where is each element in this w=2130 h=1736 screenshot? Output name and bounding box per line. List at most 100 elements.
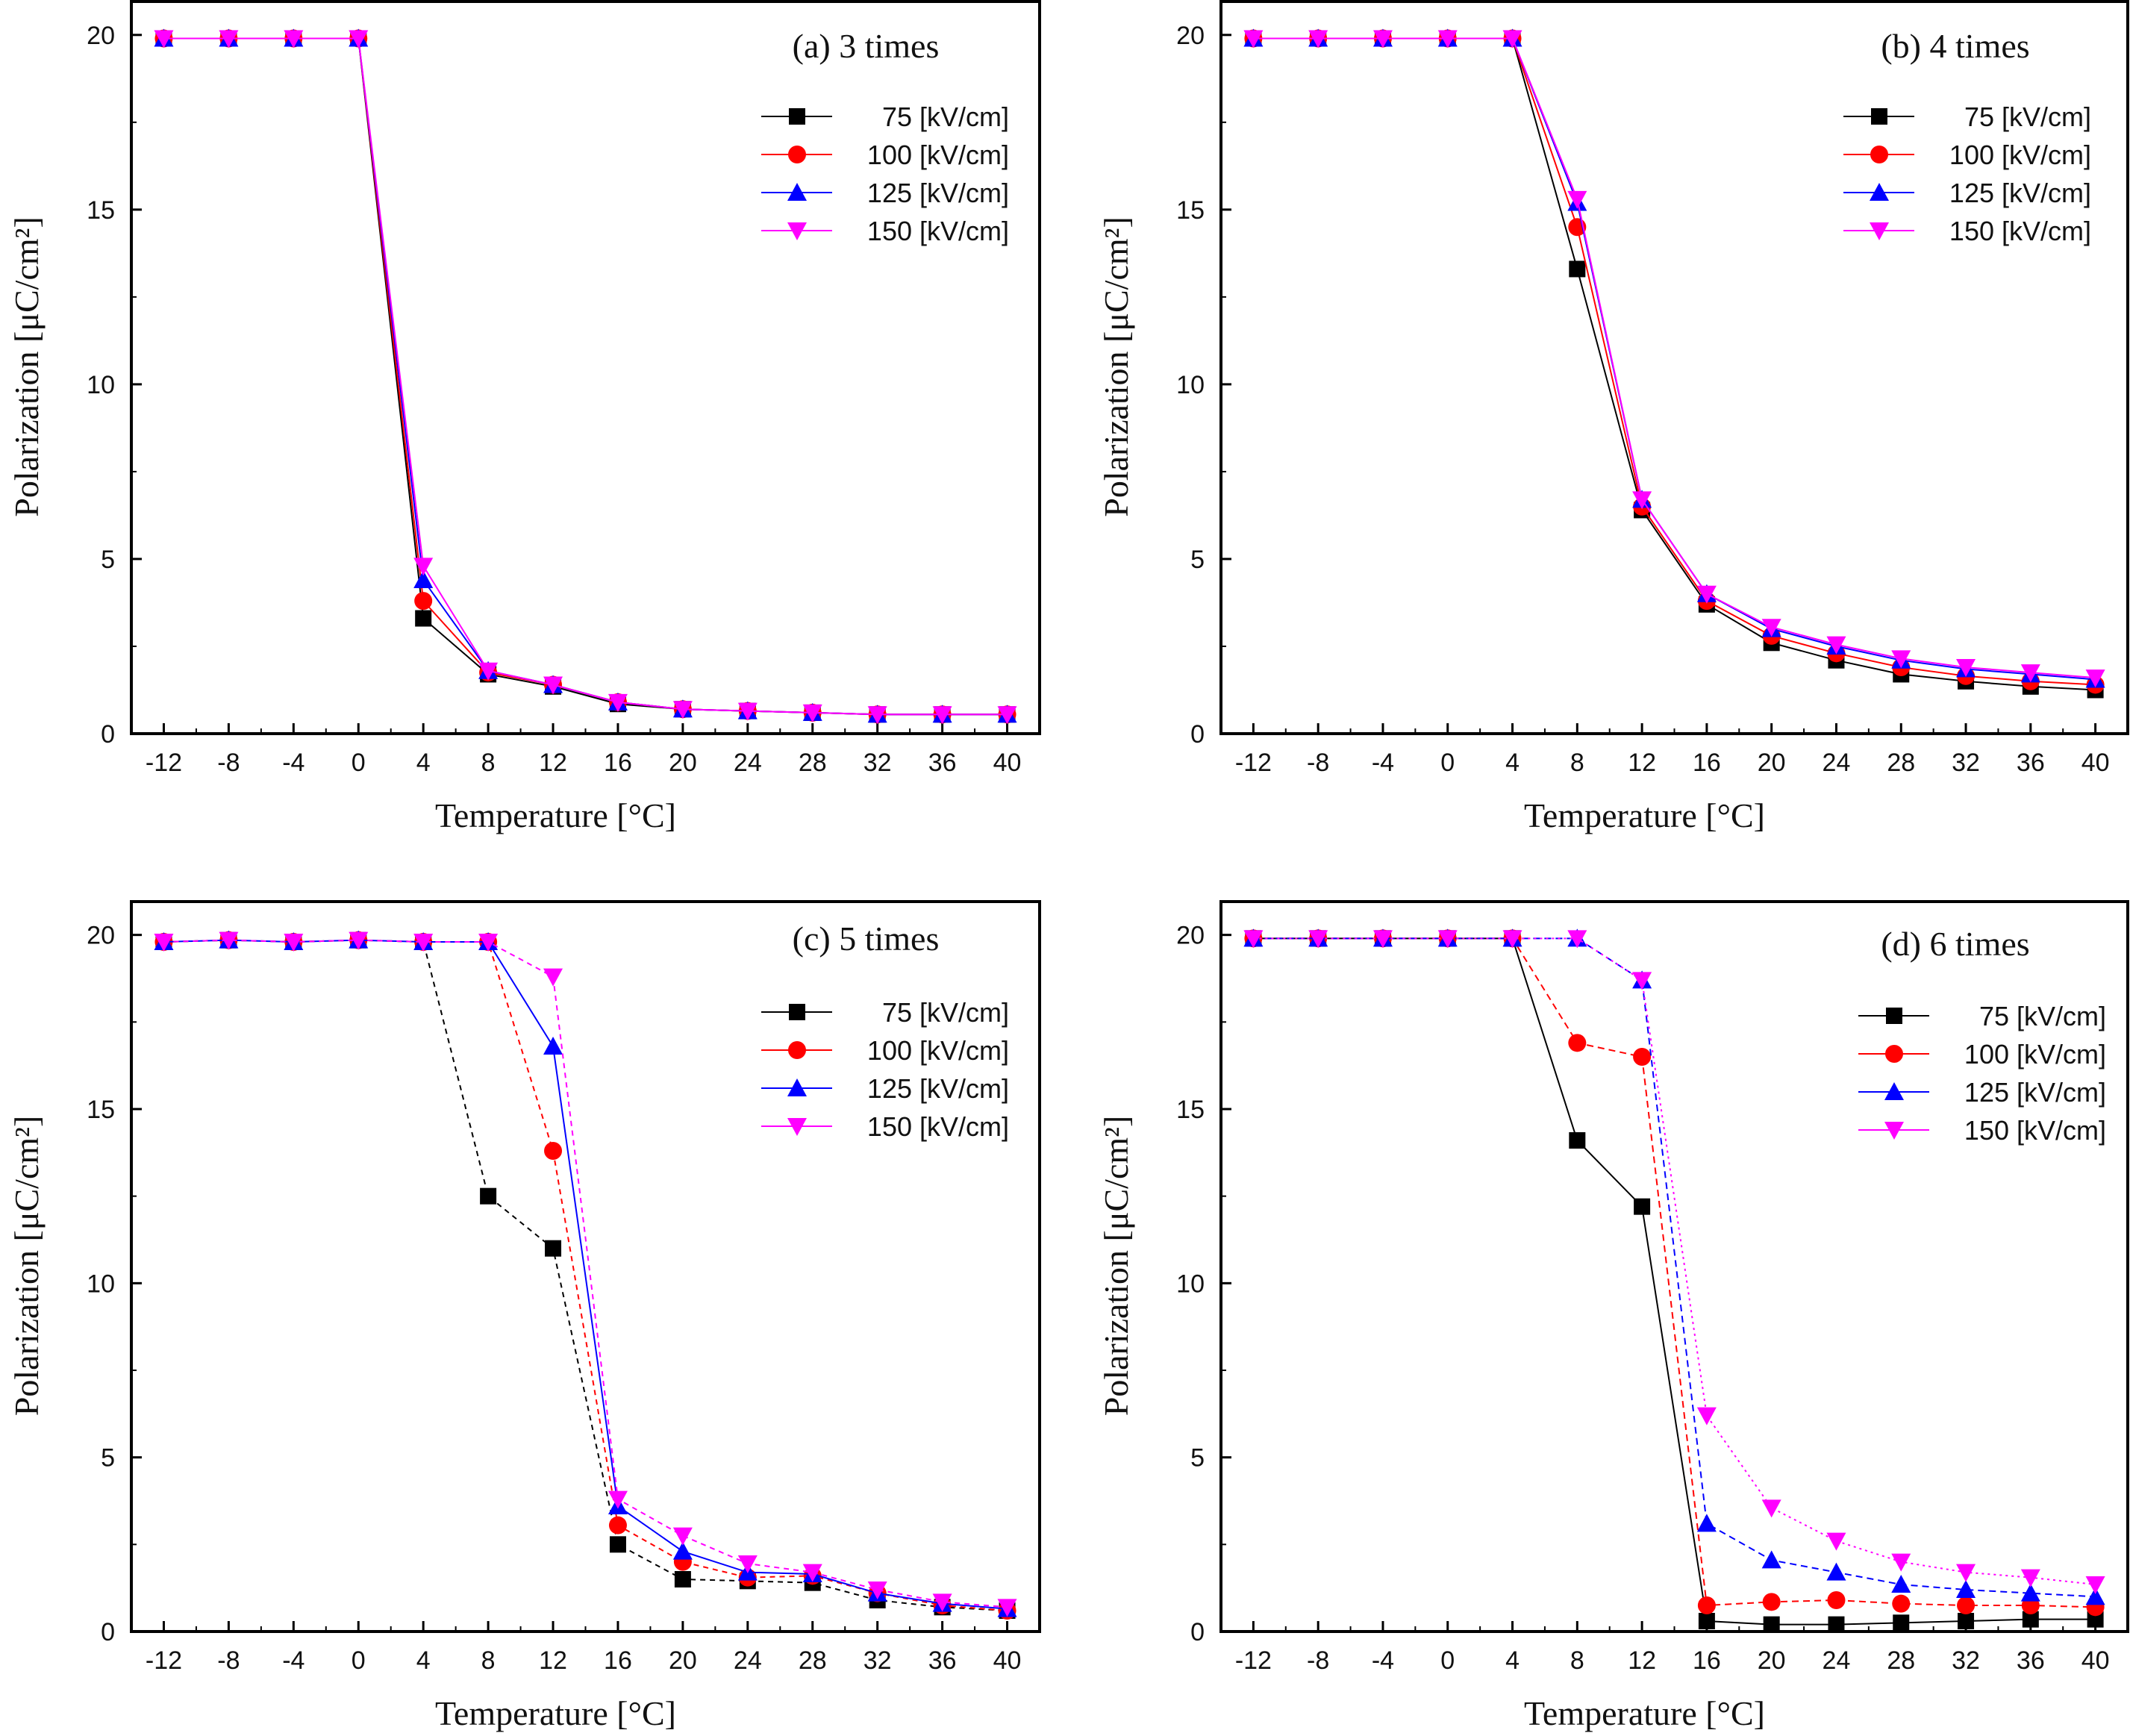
x-tick-label: 28 <box>1887 749 1915 777</box>
data-point <box>609 1536 626 1553</box>
legend-marker <box>787 222 807 240</box>
data-point <box>543 676 563 695</box>
x-tick-label: 24 <box>734 749 762 777</box>
legend-marker <box>787 1118 807 1136</box>
x-tick-label: 36 <box>928 1646 957 1675</box>
data-point <box>1696 1407 1717 1426</box>
data-point <box>2085 669 2105 688</box>
data-point <box>1893 1614 1910 1632</box>
data-point <box>1568 1034 1587 1052</box>
data-point <box>1372 30 1393 49</box>
data-point <box>154 934 174 952</box>
legend-marker <box>1884 1082 1904 1100</box>
data-point <box>1826 1562 1846 1581</box>
panel-title: (d) 6 times <box>1881 925 2029 963</box>
data-point <box>1632 972 1652 990</box>
y-tick-label: 10 <box>1176 371 1205 399</box>
x-tick-label: 24 <box>1823 1646 1851 1675</box>
data-point <box>1956 659 1976 678</box>
x-tick-label: 24 <box>734 1646 762 1675</box>
data-point <box>1761 1499 1781 1518</box>
data-point <box>414 592 433 611</box>
legend-label: 150 [kV/cm] <box>867 216 1009 246</box>
y-tick-label: 0 <box>101 720 115 749</box>
x-axis-title: Temperature [°C] <box>1524 796 1765 834</box>
series-line <box>1253 37 2096 691</box>
x-tick-label: 4 <box>1505 749 1520 777</box>
data-point <box>413 558 434 576</box>
y-tick-label: 10 <box>87 1270 115 1298</box>
y-axis-title: Polarization [μC/cm²] <box>7 1116 46 1417</box>
x-tick-label: -8 <box>1307 749 1329 777</box>
data-point <box>2085 1576 2105 1594</box>
data-point <box>1957 1596 1976 1614</box>
data-point <box>1696 585 1717 604</box>
data-point <box>284 934 304 952</box>
series-line <box>1253 37 2096 681</box>
x-tick-label: 8 <box>1570 749 1584 777</box>
x-axis-title: Temperature [°C] <box>435 1694 676 1732</box>
x-tick-label: 20 <box>669 749 697 777</box>
data-point <box>2085 1587 2105 1605</box>
data-point <box>1891 1575 1911 1593</box>
x-tick-label: 8 <box>481 1646 496 1675</box>
y-tick-label: 0 <box>101 1618 115 1646</box>
x-tick-label: 16 <box>1693 1646 1721 1675</box>
y-tick-label: 5 <box>101 1444 115 1473</box>
data-point <box>1697 1596 1716 1614</box>
x-tick-label: 36 <box>2017 1646 2045 1675</box>
data-point <box>1826 636 1846 655</box>
y-tick-label: 20 <box>1176 922 1205 950</box>
y-tick-label: 15 <box>87 1096 115 1124</box>
x-tick-label: 40 <box>993 749 1022 777</box>
panel-title: (b) 4 times <box>1881 27 2029 65</box>
data-point <box>284 30 304 49</box>
data-point <box>672 1527 693 1546</box>
y-tick-label: 15 <box>1176 1096 1205 1124</box>
legend-label: 100 [kV/cm] <box>1964 1039 2106 1070</box>
legend-label: 75 [kV/cm] <box>1979 1001 2106 1031</box>
series-line <box>1253 937 2096 1598</box>
y-tick-label: 15 <box>87 196 115 225</box>
x-tick-label: -8 <box>217 1646 240 1675</box>
data-point <box>154 30 174 49</box>
x-tick-label: 0 <box>352 749 366 777</box>
x-tick-label: -12 <box>1235 749 1272 777</box>
legend-label: 100 [kV/cm] <box>1949 140 2091 170</box>
legend-label: 75 [kV/cm] <box>882 102 1009 132</box>
x-tick-label: 32 <box>863 1646 892 1675</box>
legend-label: 75 [kV/cm] <box>1964 102 2091 132</box>
chart-panel-1: -12 -8 -4 0 4 8 12 16 20 24 28 32 36 40 0 5 10 15 20 Temper… <box>7 0 1041 834</box>
legend-marker <box>789 1004 805 1020</box>
data-point <box>608 1516 627 1534</box>
x-tick-label: 12 <box>539 1646 567 1675</box>
data-point <box>932 706 952 725</box>
data-point <box>1567 190 1587 209</box>
data-point <box>737 1555 758 1573</box>
data-point <box>1634 1198 1651 1215</box>
data-point <box>1892 1594 1911 1613</box>
legend-label: 125 [kV/cm] <box>1949 178 2091 208</box>
data-point <box>674 1571 691 1587</box>
data-point <box>802 1564 822 1582</box>
x-tick-label: 12 <box>539 749 567 777</box>
y-axis-title: Polarization [μC/cm²] <box>1097 216 1135 517</box>
x-tick-label: -4 <box>282 1646 304 1675</box>
legend-marker <box>1870 222 1889 240</box>
x-tick-label: 28 <box>799 749 827 777</box>
x-tick-label: 4 <box>1505 1646 1520 1675</box>
x-tick-label: -8 <box>217 749 240 777</box>
data-point <box>997 1599 1017 1617</box>
data-point <box>997 706 1017 725</box>
x-tick-label: 16 <box>1693 749 1721 777</box>
y-tick-label: 5 <box>1190 546 1205 574</box>
data-point <box>349 30 369 49</box>
y-tick-label: 0 <box>1190 1618 1205 1646</box>
legend-marker <box>1870 146 1888 163</box>
data-point <box>1761 1550 1781 1569</box>
data-point <box>1761 619 1781 637</box>
data-point <box>349 931 369 950</box>
legend-label: 100 [kV/cm] <box>867 1035 1009 1066</box>
data-point <box>2020 1583 2040 1602</box>
x-tick-label: -8 <box>1307 1646 1329 1675</box>
